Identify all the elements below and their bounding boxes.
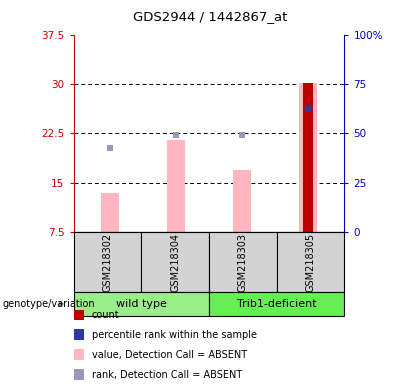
Text: Trib1-deficient: Trib1-deficient — [237, 299, 317, 309]
Text: GSM218303: GSM218303 — [238, 233, 248, 291]
Text: count: count — [92, 310, 119, 320]
Bar — [101, 193, 119, 232]
Text: genotype/variation: genotype/variation — [2, 299, 95, 309]
Text: GDS2944 / 1442867_at: GDS2944 / 1442867_at — [133, 10, 287, 23]
Text: value, Detection Call = ABSENT: value, Detection Call = ABSENT — [92, 350, 247, 360]
Bar — [303, 83, 313, 232]
Text: wild type: wild type — [116, 299, 167, 309]
Text: percentile rank within the sample: percentile rank within the sample — [92, 330, 257, 340]
Text: rank, Detection Call = ABSENT: rank, Detection Call = ABSENT — [92, 370, 242, 380]
Text: GSM218304: GSM218304 — [170, 233, 180, 291]
Text: GSM218302: GSM218302 — [102, 233, 113, 291]
Bar — [167, 140, 185, 232]
Bar — [299, 83, 318, 232]
Bar — [233, 170, 251, 232]
Text: GSM218305: GSM218305 — [305, 233, 315, 291]
